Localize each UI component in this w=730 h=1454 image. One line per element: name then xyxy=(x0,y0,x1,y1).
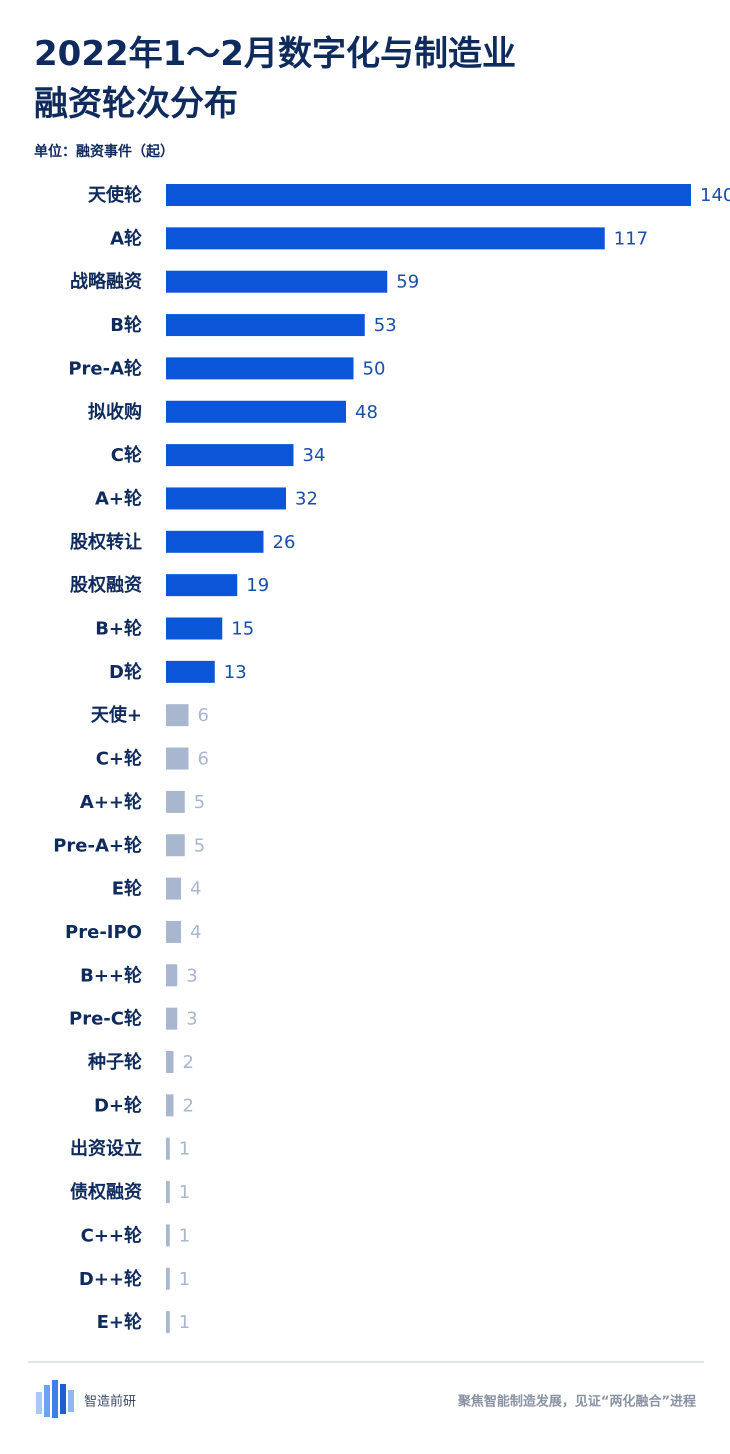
bar xyxy=(166,444,294,467)
value-label: 5 xyxy=(194,792,205,813)
bar xyxy=(166,964,178,987)
category-label: D++轮 xyxy=(79,1268,142,1290)
category-label: Pre-IPO xyxy=(65,922,142,943)
category-label: 天使+ xyxy=(91,705,142,726)
category-label: A++轮 xyxy=(80,791,142,813)
value-label: 1 xyxy=(179,1139,190,1160)
category-label: 拟收购 xyxy=(88,401,142,423)
bar xyxy=(166,357,354,380)
bar xyxy=(166,184,691,206)
bar xyxy=(166,487,286,510)
value-label: 6 xyxy=(198,705,209,726)
value-label: 34 xyxy=(303,445,326,466)
bar xyxy=(166,834,185,857)
category-label: B+轮 xyxy=(95,618,142,640)
category-label: Pre-A+轮 xyxy=(53,834,142,856)
category-label: D轮 xyxy=(109,661,142,683)
value-label: 53 xyxy=(374,315,397,336)
value-label: 2 xyxy=(183,1052,194,1073)
bar xyxy=(166,227,605,250)
bar xyxy=(166,877,181,900)
bar xyxy=(166,314,365,337)
category-label: 天使轮 xyxy=(88,184,142,206)
bar xyxy=(166,660,215,683)
value-label: 5 xyxy=(194,835,205,856)
bar xyxy=(166,530,264,553)
bar xyxy=(166,1051,174,1073)
category-label: E轮 xyxy=(112,878,142,900)
bar xyxy=(166,1137,170,1160)
value-label: 117 xyxy=(614,228,648,249)
category-label: 股权转让 xyxy=(69,531,142,553)
bar xyxy=(166,747,189,770)
category-label: C+轮 xyxy=(96,748,142,770)
value-label: 19 xyxy=(246,575,269,596)
value-label: 6 xyxy=(198,749,209,770)
value-label: 32 xyxy=(295,488,318,509)
bar xyxy=(166,270,388,293)
bar xyxy=(166,1267,170,1290)
category-label: 种子轮 xyxy=(87,1051,142,1073)
value-label: 50 xyxy=(363,358,386,379)
value-label: 1 xyxy=(179,1182,190,1203)
value-label: 59 xyxy=(396,272,419,293)
bar xyxy=(166,1007,178,1030)
value-label: 140 xyxy=(700,185,730,206)
category-label: C轮 xyxy=(111,444,142,466)
value-label: 3 xyxy=(186,1009,197,1030)
bar xyxy=(166,1094,174,1117)
value-label: 15 xyxy=(231,619,254,640)
logo-icon xyxy=(36,1380,74,1418)
bar xyxy=(166,920,181,943)
chart-subtitle: 单位：融资事件（起） xyxy=(34,143,174,160)
footer-brand: 智造前研 xyxy=(84,1394,136,1410)
category-label: 战略融资 xyxy=(70,271,142,293)
category-label: 出资设立 xyxy=(70,1138,142,1160)
value-label: 4 xyxy=(190,879,201,900)
category-label: B++轮 xyxy=(80,964,142,986)
value-label: 48 xyxy=(355,402,378,423)
category-label: 债权融资 xyxy=(70,1181,142,1203)
bar xyxy=(166,574,238,597)
footer-slogan: 聚焦智能制造发展，见证“两化融合”进程 xyxy=(457,1394,696,1410)
chart-title: 2022年1～2月数字化与制造业融资轮次分布 xyxy=(34,34,516,124)
category-label: D+轮 xyxy=(94,1094,142,1116)
bar xyxy=(166,1311,170,1334)
value-label: 26 xyxy=(273,532,296,553)
category-label: A+轮 xyxy=(95,487,142,509)
bar xyxy=(166,704,189,727)
value-label: 1 xyxy=(179,1269,190,1290)
value-label: 13 xyxy=(224,662,247,683)
bar xyxy=(166,790,185,813)
category-label: E+轮 xyxy=(97,1311,142,1333)
category-label: B轮 xyxy=(110,314,142,336)
value-label: 1 xyxy=(179,1312,190,1333)
value-label: 3 xyxy=(186,965,197,986)
category-label: Pre-A轮 xyxy=(68,357,142,379)
value-label: 1 xyxy=(179,1225,190,1246)
value-label: 4 xyxy=(190,922,201,943)
category-label: Pre-C轮 xyxy=(69,1008,142,1030)
value-label: 2 xyxy=(183,1095,194,1116)
bar xyxy=(166,1224,170,1247)
category-label: 股权融资 xyxy=(69,574,142,596)
category-label: A轮 xyxy=(110,227,142,249)
bar xyxy=(166,1181,170,1204)
bar xyxy=(166,617,223,640)
bar xyxy=(166,400,346,423)
category-label: C++轮 xyxy=(81,1224,142,1246)
